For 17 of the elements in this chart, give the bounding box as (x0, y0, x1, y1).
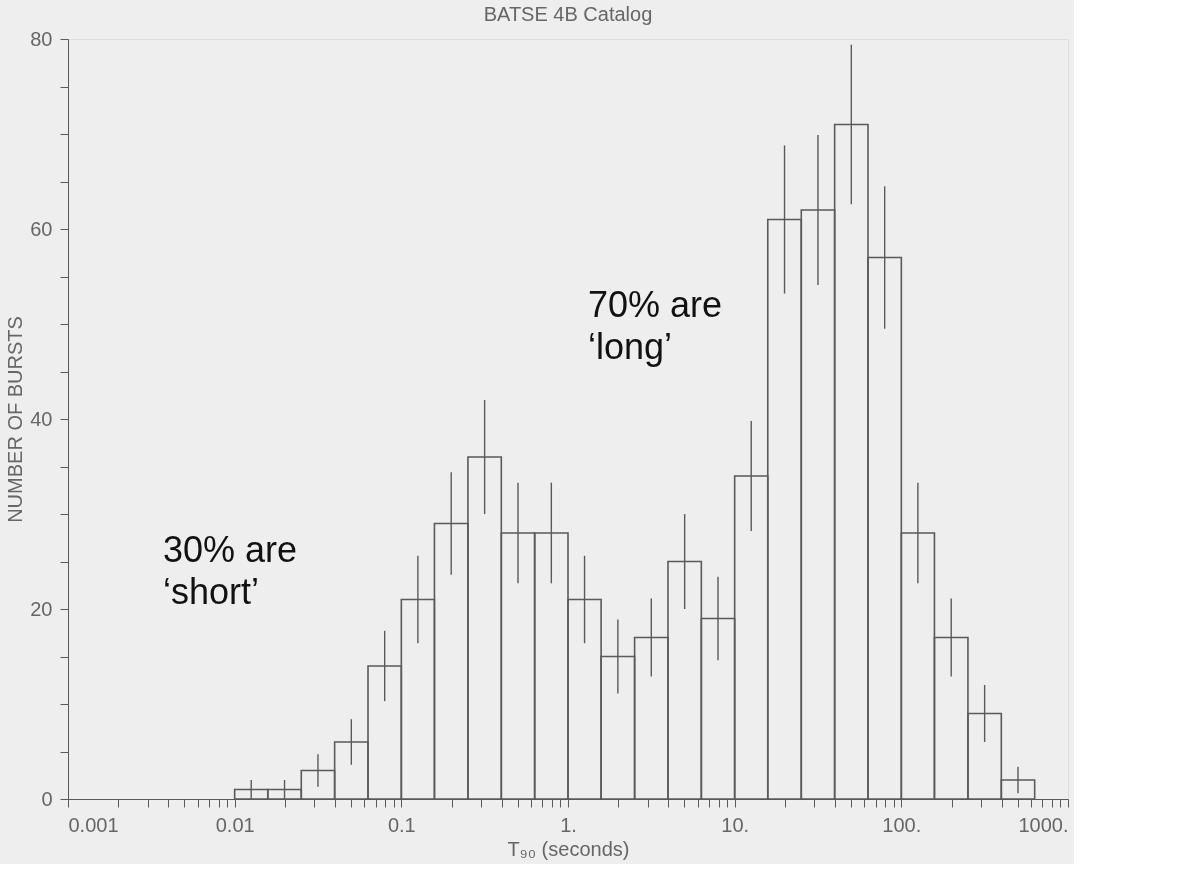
y-axis-title: NUMBER OF BURSTS (4, 316, 27, 523)
y-tick-label: 20 (30, 597, 53, 620)
y-tick-label: 0 (41, 787, 53, 810)
x-tick-label: 1000. (1018, 813, 1069, 836)
y-tick-label: 60 (30, 217, 53, 240)
y-tick-label: 40 (30, 407, 53, 430)
annotation: 30% are ‘short’ (163, 529, 298, 612)
x-tick-label: 10. (721, 813, 750, 836)
x-tick-label: 0.1 (387, 813, 416, 836)
x-axis-title: T₉₀ (seconds) (507, 837, 630, 860)
x-tick-label: 0.01 (215, 813, 255, 836)
annotation: 70% are ‘long’ (588, 284, 723, 367)
x-tick-label: 1. (560, 813, 577, 836)
x-tick-label: 100. (882, 813, 922, 836)
y-tick-label: 80 (30, 27, 53, 50)
x-tick-label: 0.001 (68, 813, 119, 836)
chart-title: BATSE 4B Catalog (483, 3, 653, 25)
